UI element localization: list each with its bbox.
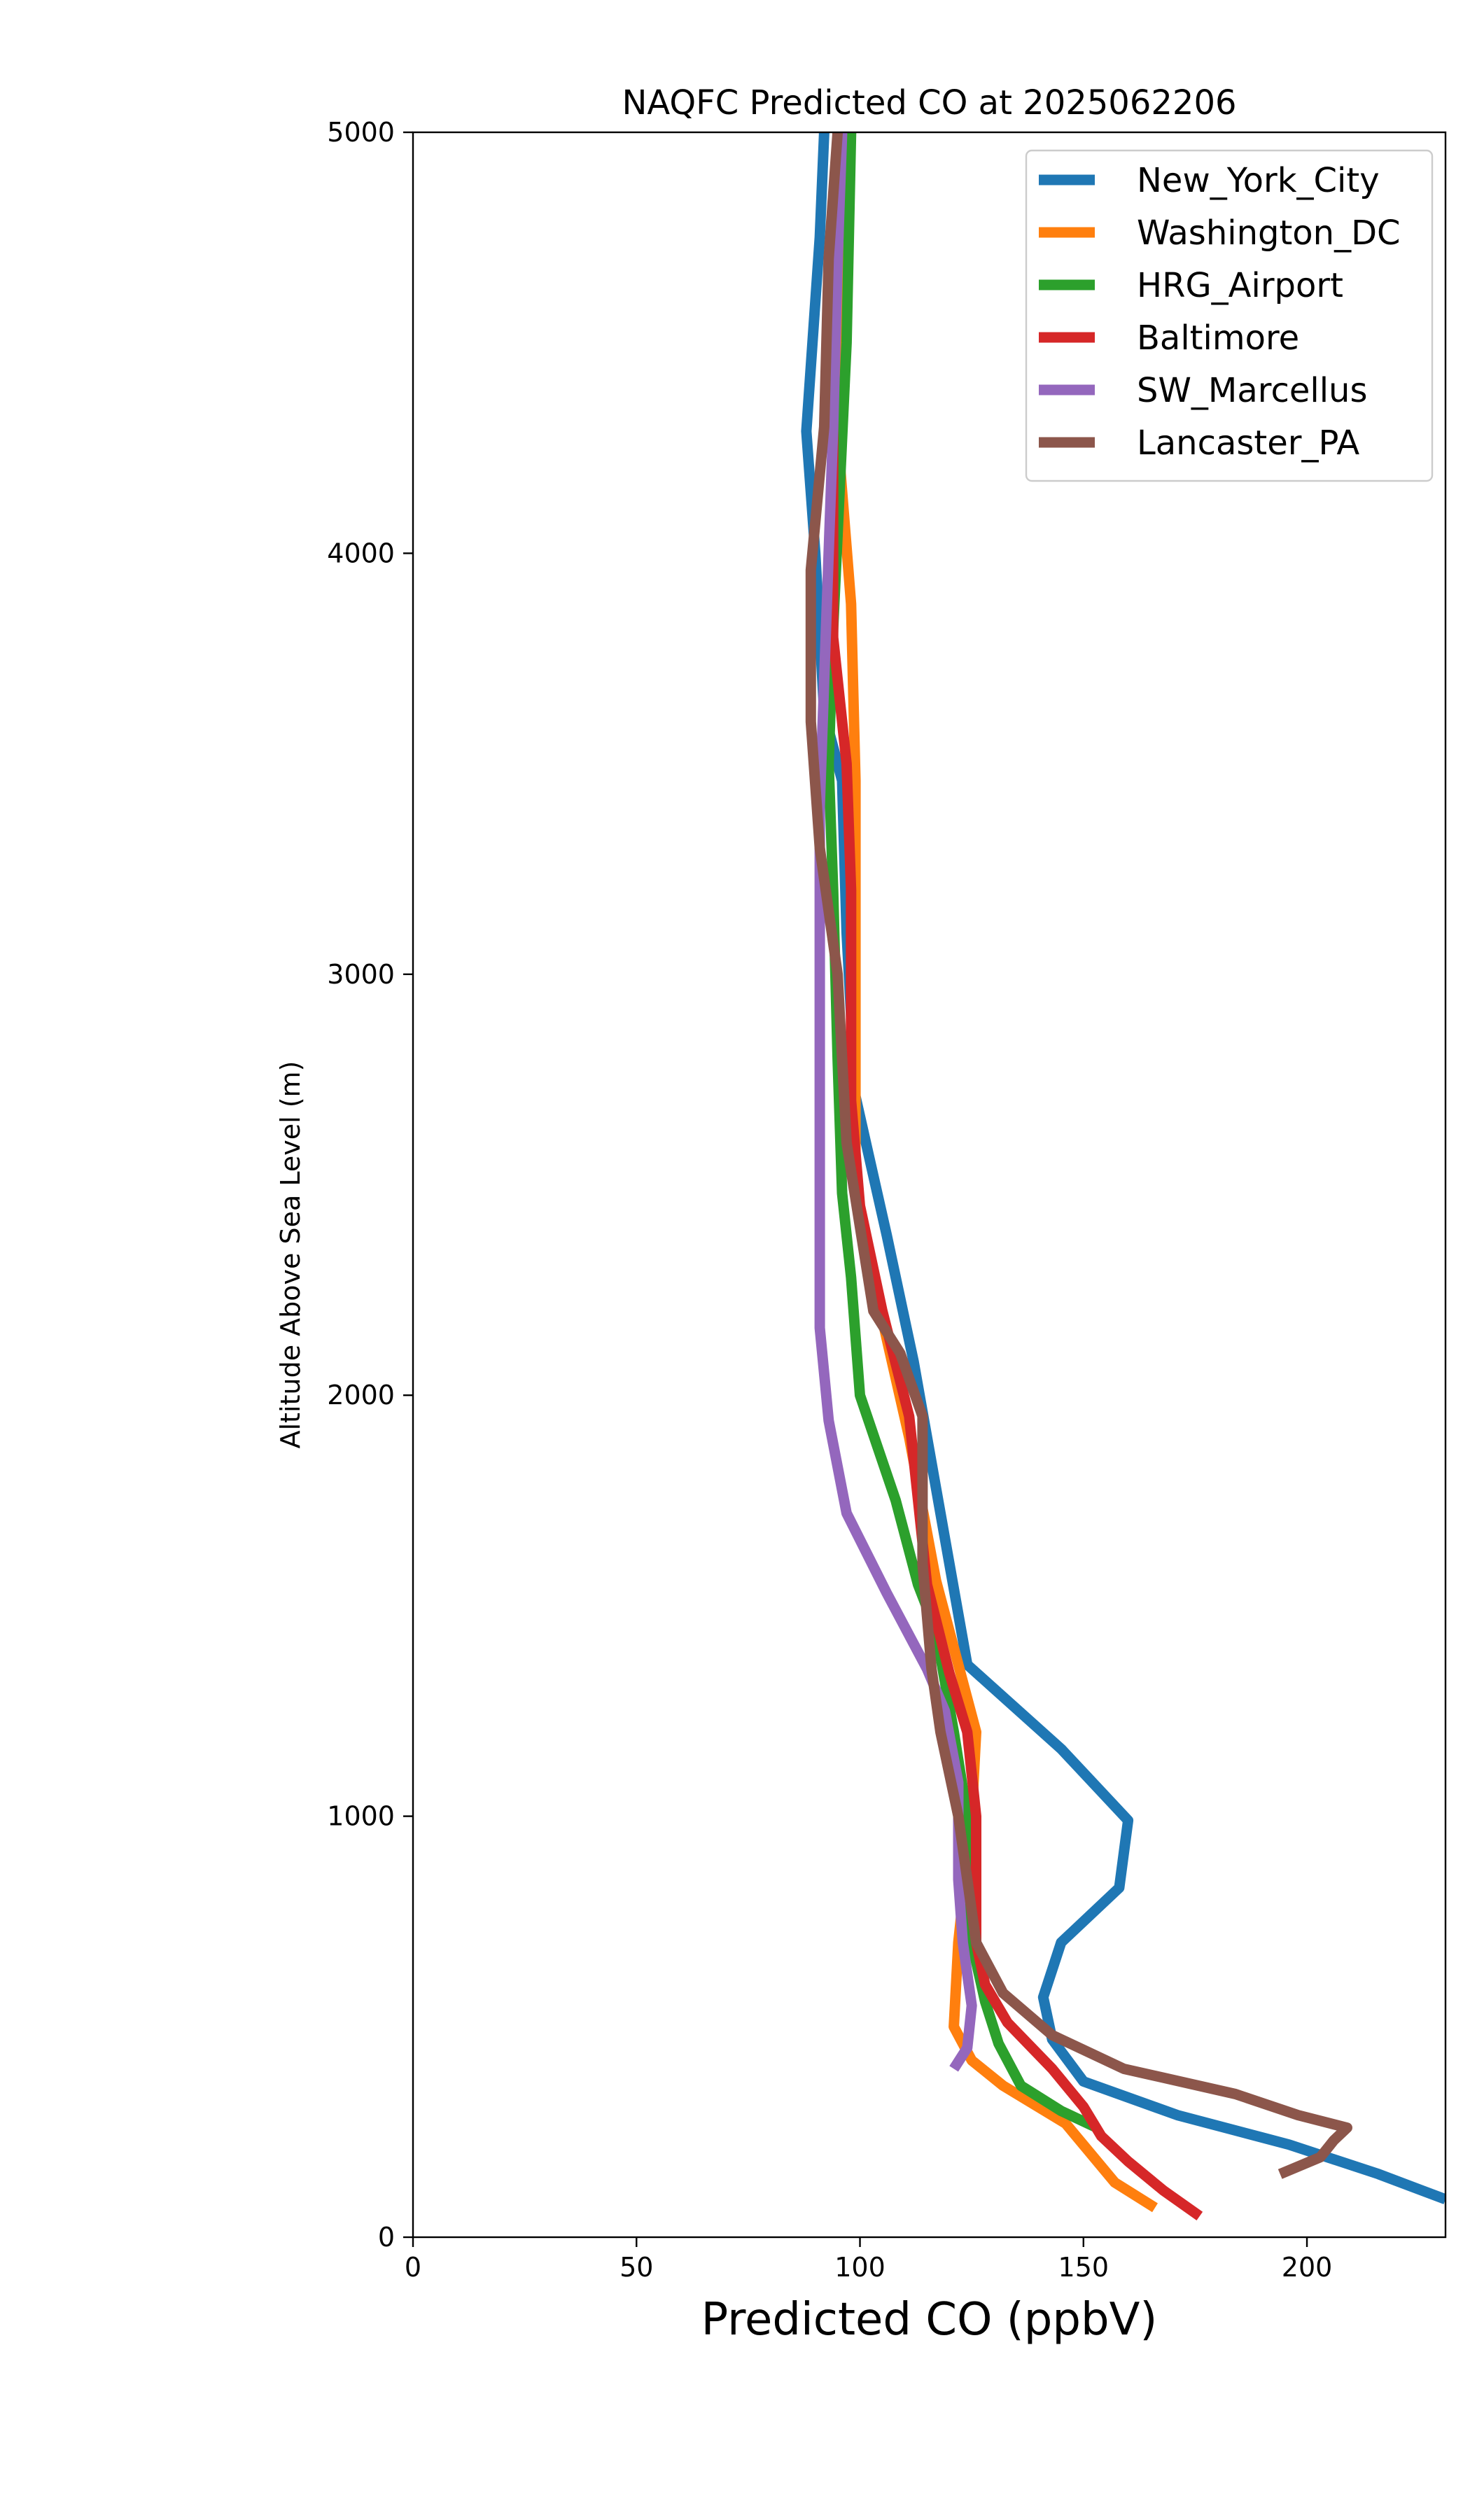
plot-frame [412, 131, 1447, 2239]
legend-label: Baltimore [1137, 318, 1299, 358]
series-line-sw-marcellus [814, 132, 977, 2072]
x-tick-label: 0 [405, 2252, 421, 2283]
series-line-baltimore [827, 132, 1203, 2221]
series-line-lancaster-pa [805, 132, 1352, 2179]
legend-label: Washington_DC [1137, 214, 1401, 253]
y-tick-label: 3000 [327, 959, 395, 990]
chart-title: NAQFC Predicted CO at 2025062206 [622, 83, 1236, 122]
legend-box [1025, 149, 1434, 482]
x-axis: 0 50 100 150 200 [405, 2237, 1332, 2283]
x-tick-label: 150 [1058, 2252, 1110, 2283]
x-tick-label: 100 [834, 2252, 886, 2283]
y-tick-label: 5000 [327, 117, 395, 148]
y-tick-label: 2000 [327, 1380, 395, 1410]
y-axis-label: Altitude Above Sea Level (m) [275, 1061, 306, 1449]
x-tick-label: 50 [620, 2252, 653, 2283]
legend-label: Lancaster_PA [1137, 424, 1359, 463]
y-tick-label: 4000 [327, 538, 395, 568]
y-tick-label: 1000 [327, 1801, 395, 1832]
series-line-hrg-airport [823, 132, 1100, 2133]
series-line-washington-dc [832, 132, 1158, 2213]
series-layer [801, 132, 1446, 2221]
legend: New_York_City Washington_DC HRG_Airport Bal… [1025, 149, 1434, 482]
y-axis: 0 1000 2000 3000 4000 5000 [327, 117, 413, 2253]
y-tick-label: 0 [378, 2222, 395, 2253]
legend-label: New_York_City [1137, 161, 1380, 200]
legend-label: SW_Marcellus [1137, 371, 1367, 410]
x-axis-label: Predicted CO (ppbV) [701, 2294, 1158, 2346]
x-tick-label: 200 [1282, 2252, 1333, 2283]
legend-label: HRG_Airport [1137, 266, 1343, 305]
